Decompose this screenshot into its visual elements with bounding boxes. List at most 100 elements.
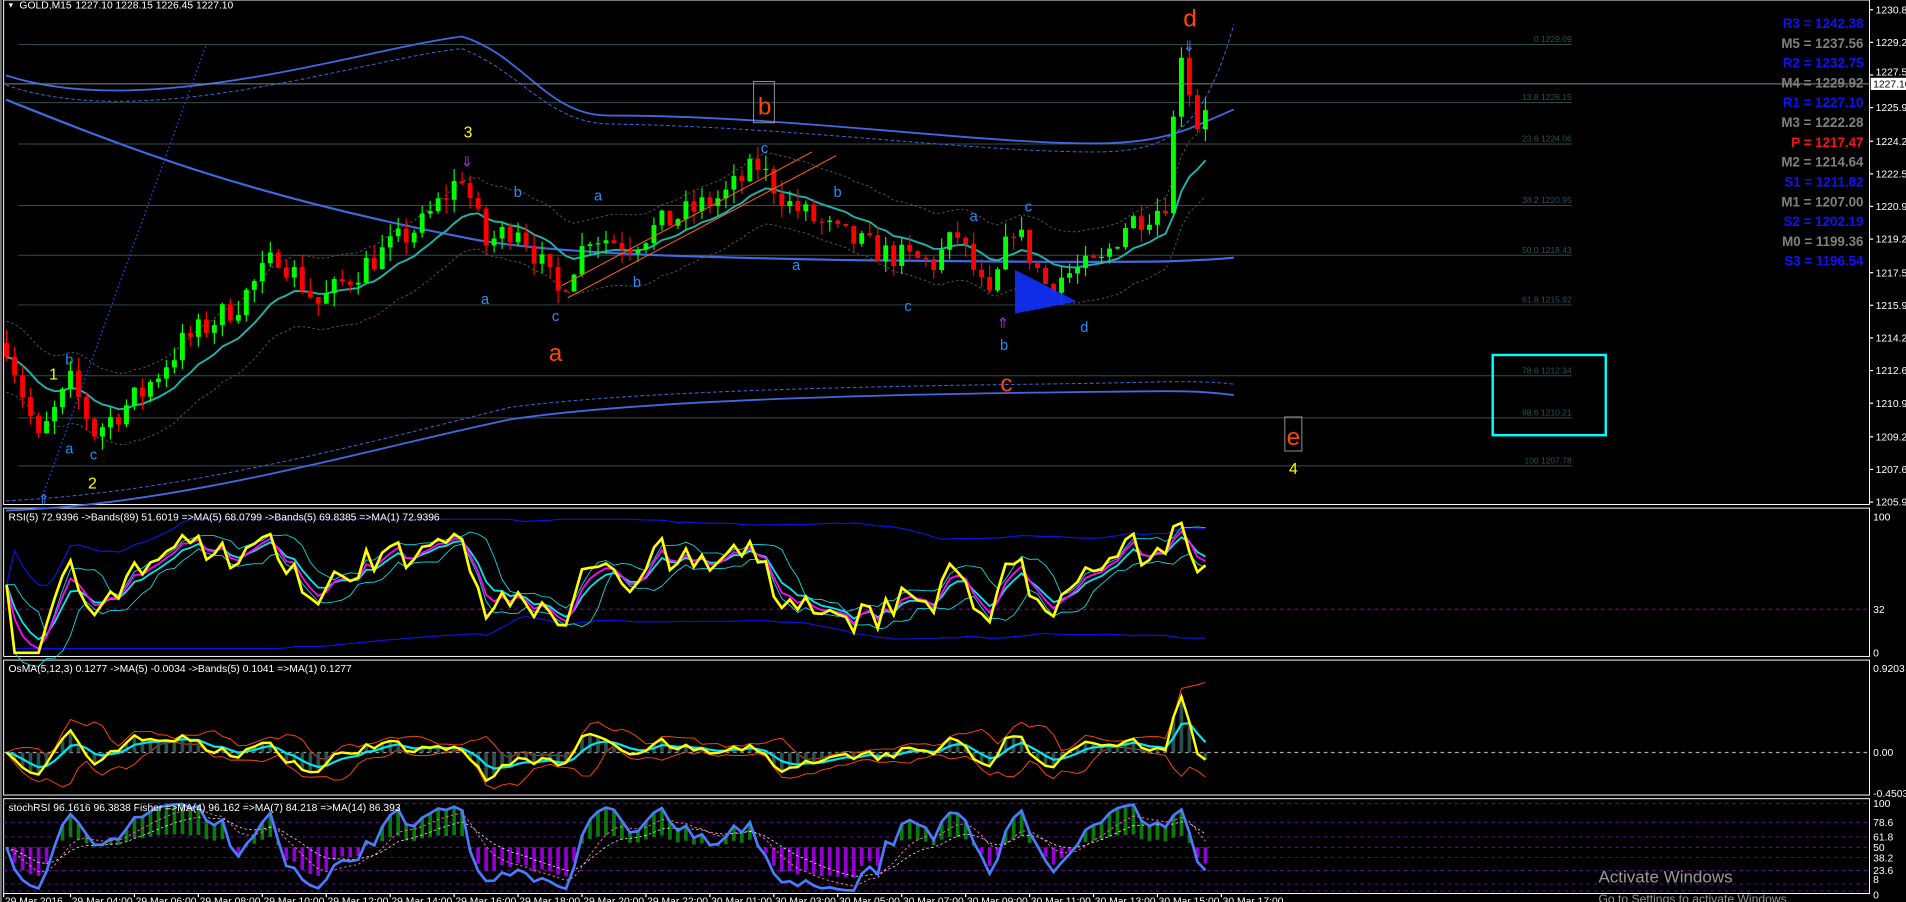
bear-candle: [227, 304, 233, 321]
arrow-up-icon: ⇑: [38, 492, 50, 508]
price-axis[interactable]: 1230.85 1229.20 1227.55 1225.90 1224.20 1222.…: [1869, 5, 1906, 509]
candles: [4, 45, 1208, 450]
wave-label: a: [594, 189, 603, 205]
main-panel[interactable]: [3, 0, 1871, 505]
lower-envelope-line: [6, 390, 1234, 512]
wave-label: 2: [88, 476, 97, 493]
bull-candle: [1123, 228, 1128, 248]
current-price-box: [1870, 77, 1906, 90]
bear-candle: [843, 223, 849, 226]
bear-candle: [1051, 283, 1056, 293]
stoch-hist-bear: [532, 847, 536, 872]
indicator-axis-label: 100: [1873, 512, 1890, 523]
channel-line-lower[interactable]: [567, 155, 837, 299]
bear-candle: [627, 249, 633, 254]
price-tick-label: 1207.60: [1876, 465, 1906, 476]
stoch-axis-label: 0: [1873, 890, 1879, 901]
pivot-level: S3 = 1196.54: [1784, 254, 1864, 269]
stoch-hist-bull: [931, 840, 936, 846]
stoch-hist-bear: [12, 847, 17, 863]
osma-header: OsMA(5,12,3) 0.1277 ->MA(5) -0.0034 ->Ba…: [9, 664, 353, 675]
time-label: 30 Mar 15:00: [1159, 896, 1220, 902]
rsi-ma-magenta: [5, 529, 1206, 650]
stoch-hist-bear: [556, 847, 560, 875]
time-label: 30 Mar 13:00: [1095, 896, 1156, 902]
stoch-hist-bull: [636, 831, 640, 843]
stoch-hist-bear: [508, 847, 512, 867]
bear-candle: [1139, 216, 1144, 230]
stoch-hist-bear: [787, 847, 792, 872]
stoch-hist-bull: [676, 830, 680, 843]
bull-candle: [635, 249, 641, 254]
bear-candle: [835, 220, 841, 224]
stoch-hist-bear: [867, 847, 872, 861]
price-tick-label: 1210.95: [1876, 399, 1906, 410]
bear-candle: [523, 232, 529, 246]
trend-line-dotted[interactable]: [41, 43, 208, 497]
fib-label: 38.2 1220.95: [1522, 195, 1572, 205]
bull-candle: [100, 427, 105, 437]
band-lower-line: [6, 195, 1206, 446]
stoch-hist-bull: [668, 821, 672, 840]
wave-label: d: [1183, 6, 1197, 33]
stoch-hist-bull: [252, 835, 257, 844]
stoch-hist-bear: [476, 847, 480, 864]
bull-candle: [195, 319, 201, 337]
bull-candle: [1059, 277, 1064, 293]
stoch-hist-bull: [180, 804, 185, 835]
bear-candle: [36, 415, 41, 433]
stoch-hist-bull: [428, 813, 432, 838]
stoch-hist-bear: [779, 847, 784, 872]
wave-label: b: [1000, 338, 1008, 354]
bull-candle: [68, 370, 73, 389]
bull-candle: [579, 246, 585, 275]
bear-candle: [76, 370, 81, 397]
fib-label: 13.8 1226.15: [1522, 92, 1572, 102]
bear-candle: [315, 296, 321, 304]
bull-candle: [355, 282, 361, 285]
rsi-panel[interactable]: [3, 507, 1871, 657]
bull-candle: [267, 252, 273, 264]
bull-candle: [427, 211, 433, 214]
rsi-band89-upper: [5, 518, 1206, 587]
stoch-hist-bull: [1019, 810, 1024, 837]
stoch-hist-bear: [356, 847, 361, 856]
ohlc-values: 1227.10 1228.15 1226.45 1227.10: [75, 1, 233, 12]
collapse-icon[interactable]: ▼: [7, 0, 14, 9]
stoch-hist-bull: [164, 805, 169, 835]
wave-label: c: [1025, 200, 1032, 216]
bull-candle: [363, 257, 369, 283]
stoch-hist-bull: [260, 822, 265, 840]
osma-panel[interactable]: [3, 659, 1871, 796]
triangle-pattern[interactable]: [1014, 269, 1077, 314]
stoch-hist-bear: [1195, 847, 1200, 858]
bull-candle: [52, 407, 57, 422]
time-axis[interactable]: 29 Mar 2016 29 Mar 04:00 29 Mar 06:00 29 Ma…: [3, 893, 1284, 902]
bull-candle: [1202, 110, 1208, 130]
wave-label: b: [833, 185, 841, 201]
pivot-level: P = 1217.47: [1791, 135, 1863, 150]
stoch-hist-bear: [1043, 847, 1048, 857]
price-tick-label: 1214.25: [1876, 334, 1906, 345]
indicator-axis-label: 0.9203: [1873, 664, 1905, 675]
stoch-hist-bull: [68, 814, 73, 838]
bear-candle: [307, 290, 313, 297]
stoch-hist-bull: [923, 827, 928, 842]
stoch-hist-bull: [588, 819, 592, 839]
bear-candle: [619, 242, 625, 250]
target-box[interactable]: [1491, 353, 1607, 437]
stoch-hist-bull: [140, 816, 145, 839]
bull-candle: [435, 198, 441, 212]
stoch-axis-label: 50: [1873, 843, 1885, 854]
bull-candle: [147, 382, 153, 397]
stochrsi-panel[interactable]: [3, 798, 1871, 894]
stoch-hist-bear: [1203, 847, 1208, 864]
price-tick-label: 1225.90: [1876, 103, 1906, 114]
stoch-hist-bull: [939, 821, 944, 840]
stoch-hist-bear: [516, 847, 520, 864]
stoch-hist-bull: [420, 817, 424, 839]
stoch-hist-bear: [348, 847, 353, 858]
channel-line-upper[interactable]: [561, 151, 813, 287]
indicator-axis-label: -0.4503: [1873, 789, 1906, 800]
